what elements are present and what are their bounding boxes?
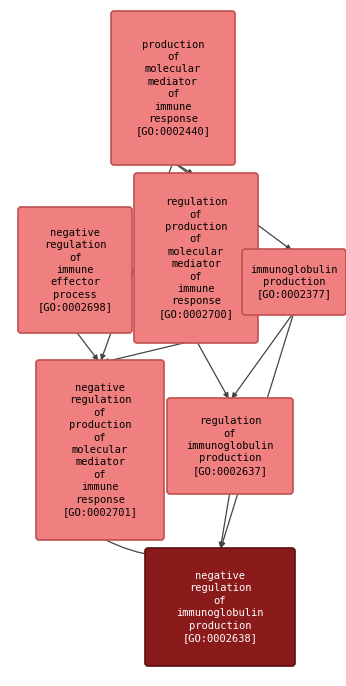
Text: negative
regulation
of
production
of
molecular
mediator
of
immune
response
[GO:0: negative regulation of production of mol… bbox=[63, 383, 137, 517]
FancyBboxPatch shape bbox=[111, 11, 235, 165]
Text: regulation
of
production
of
molecular
mediator
of
immune
response
[GO:0002700]: regulation of production of molecular me… bbox=[158, 197, 234, 319]
FancyBboxPatch shape bbox=[242, 249, 346, 315]
Text: negative
regulation
of
immunoglobulin
production
[GO:0002638]: negative regulation of immunoglobulin pr… bbox=[176, 571, 264, 643]
FancyBboxPatch shape bbox=[134, 173, 258, 343]
FancyBboxPatch shape bbox=[167, 398, 293, 494]
Text: production
of
molecular
mediator
of
immune
response
[GO:0002440]: production of molecular mediator of immu… bbox=[136, 40, 210, 137]
FancyBboxPatch shape bbox=[36, 360, 164, 540]
Text: immunoglobulin
production
[GO:0002377]: immunoglobulin production [GO:0002377] bbox=[250, 265, 338, 299]
Text: regulation
of
immunoglobulin
production
[GO:0002637]: regulation of immunoglobulin production … bbox=[186, 416, 274, 476]
FancyBboxPatch shape bbox=[18, 207, 132, 333]
Text: negative
regulation
of
immune
effector
process
[GO:0002698]: negative regulation of immune effector p… bbox=[37, 228, 112, 312]
FancyBboxPatch shape bbox=[145, 548, 295, 666]
